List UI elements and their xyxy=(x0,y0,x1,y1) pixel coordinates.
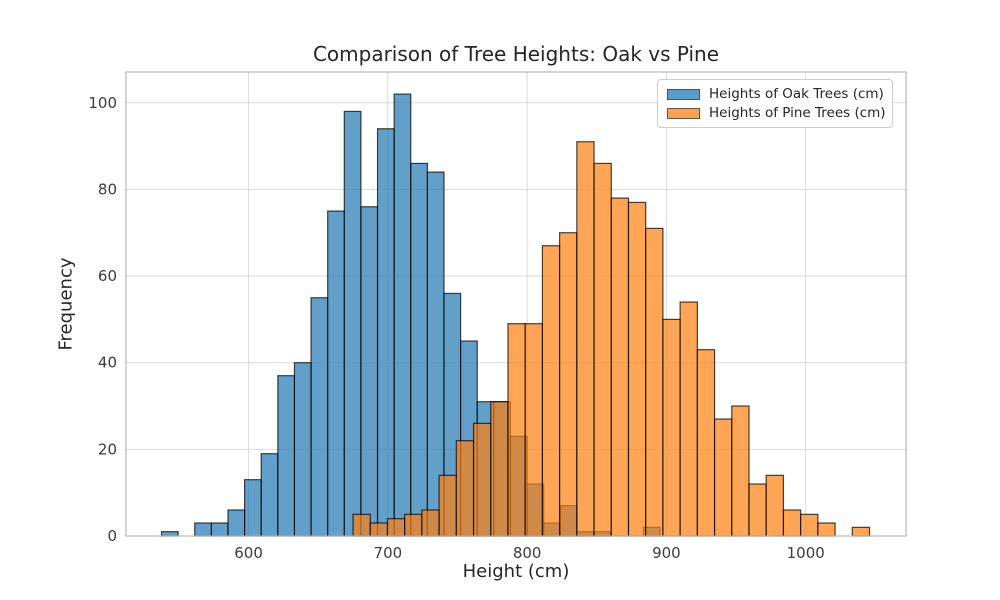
histogram-bar xyxy=(386,518,406,537)
histogram-bar xyxy=(748,483,767,537)
y-tick-label: 20 xyxy=(98,440,117,458)
x-tick-label: 600 xyxy=(234,544,263,562)
histogram-bar xyxy=(194,522,212,537)
y-tick-label: 80 xyxy=(98,180,117,198)
histogram-bar xyxy=(851,526,871,537)
histogram-bar xyxy=(662,318,681,537)
histogram-bar xyxy=(610,197,630,537)
histogram-bar xyxy=(421,509,440,537)
histogram-bar xyxy=(352,513,371,537)
histogram-bar xyxy=(817,522,836,537)
histogram-bar xyxy=(410,162,428,537)
histogram-bar xyxy=(404,513,423,537)
legend-item-pine: Heights of Pine Trees (cm) xyxy=(667,105,886,121)
histogram-bar xyxy=(210,522,229,537)
oak-histogram-bars xyxy=(160,93,661,537)
y-tick-label: 40 xyxy=(98,354,117,372)
legend-item-oak: Heights of Oak Trees (cm) xyxy=(667,86,884,102)
y-axis-title: Frequency xyxy=(55,257,77,351)
histogram-bar xyxy=(559,232,578,537)
y-tick-label: 0 xyxy=(107,527,117,545)
histogram-bar xyxy=(327,210,345,537)
histogram-bar xyxy=(260,453,279,537)
histogram-bar xyxy=(160,531,179,537)
histogram-bar xyxy=(472,422,492,537)
histogram-bar xyxy=(696,349,716,537)
y-tick-label: 100 xyxy=(88,94,117,112)
pine-histogram-bars xyxy=(352,141,871,537)
histogram-bar xyxy=(507,323,526,537)
chart-title: Comparison of Tree Heights: Oak vs Pine xyxy=(312,42,720,66)
histogram-bar xyxy=(645,227,664,537)
histogram-bar xyxy=(369,522,389,537)
histogram-bar xyxy=(541,245,561,537)
histogram-bar xyxy=(765,474,785,537)
histogram-bar xyxy=(524,323,544,537)
histogram-bar xyxy=(310,297,329,537)
histogram-bar xyxy=(782,509,802,537)
x-tick-label: 700 xyxy=(374,544,403,562)
histogram-bar xyxy=(277,375,296,537)
histogram-bar xyxy=(679,301,698,537)
histogram-bar xyxy=(343,110,362,537)
pine-series-swatch xyxy=(667,107,700,119)
plot-border xyxy=(125,71,907,537)
histogram-bar xyxy=(376,128,395,537)
histogram-bar xyxy=(731,405,750,537)
histogram-bar xyxy=(360,206,379,537)
legend-label-oak: Heights of Oak Trees (cm) xyxy=(709,86,884,102)
histogram-bar xyxy=(227,509,246,537)
legend: Heights of Oak Trees (cm) Heights of Pin… xyxy=(657,79,893,128)
x-tick-label: 800 xyxy=(513,544,542,562)
histogram-bar xyxy=(490,401,509,537)
histogram-bar xyxy=(627,201,647,537)
histogram-bar xyxy=(244,479,262,537)
oak-series-swatch xyxy=(667,88,700,100)
histogram-bar xyxy=(800,513,819,537)
x-tick-label: 1000 xyxy=(787,544,825,562)
histogram-bar xyxy=(593,162,612,537)
histogram-bar xyxy=(576,141,595,537)
x-tick-label: 900 xyxy=(652,544,681,562)
histogram-bar xyxy=(393,93,412,537)
legend-label-pine: Heights of Pine Trees (cm) xyxy=(709,105,886,121)
histogram-bar xyxy=(293,362,312,537)
histogram-bar xyxy=(455,440,475,537)
y-tick-label: 60 xyxy=(98,267,117,285)
histogram-bar xyxy=(438,474,457,537)
x-axis-title: Height (cm) xyxy=(462,561,570,582)
histogram-bar xyxy=(713,418,733,537)
